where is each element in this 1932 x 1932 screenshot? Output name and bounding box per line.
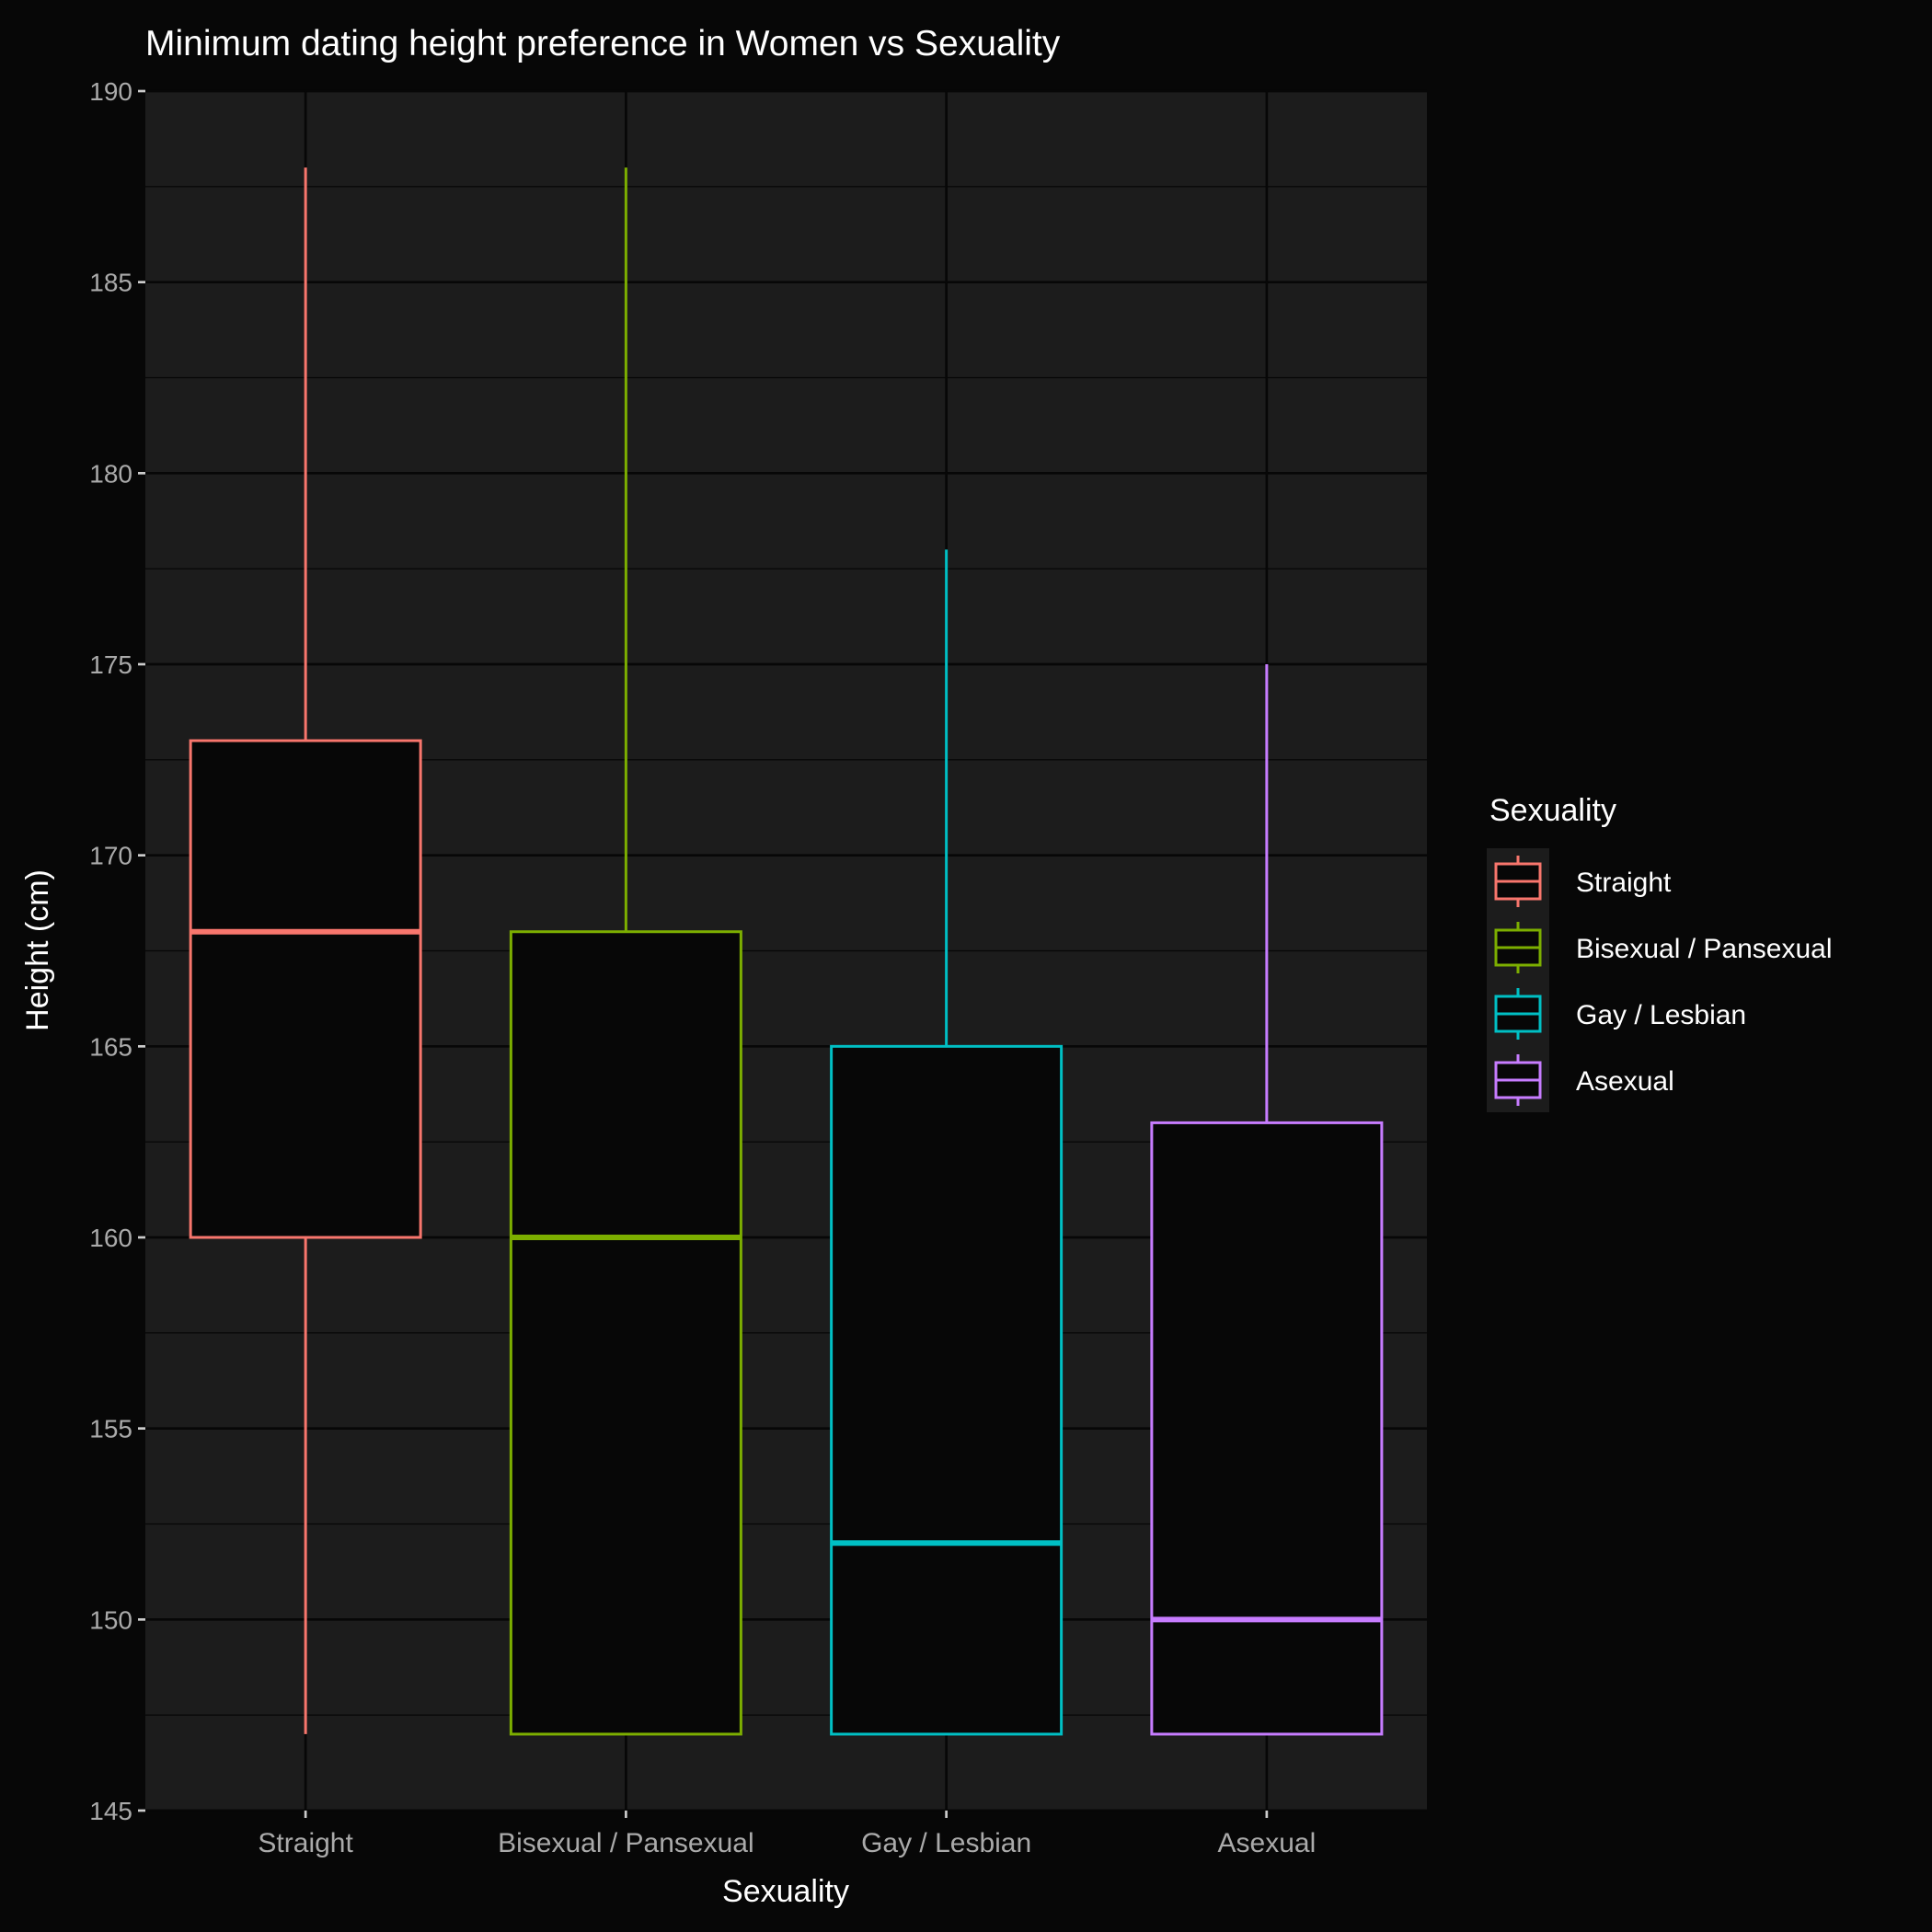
y-tick-label: 155 [89,1415,132,1443]
box-bisexual-pansexual [509,167,742,1736]
legend-key [1494,922,1542,973]
y-axis-label: Height (cm) [20,869,55,1031]
x-tick-label: Gay / Lesbian [861,1828,1031,1858]
legend: Sexuality Straight Bisexual / Pansexual Ga… [1487,793,1833,1112]
y-tick-label: 160 [89,1224,132,1252]
box-iqr [509,930,742,1736]
x-axis-label: Sexuality [722,1874,849,1909]
box-straight [189,167,422,1734]
box-iqr [830,1044,1064,1736]
y-tick-label: 170 [89,842,132,870]
y-tick-label: 150 [89,1605,132,1634]
legend-title: Sexuality [1489,793,1616,828]
y-tick-label: 180 [89,459,132,488]
box-gay-lesbian [830,549,1064,1736]
box-asexual [1150,664,1384,1736]
chart-title: Minimum dating height preference in Wome… [145,24,1061,63]
box-iqr [1150,1121,1384,1736]
box-iqr [189,739,422,1239]
legend-label: Gay / Lesbian [1576,1000,1746,1030]
y-tick-label: 190 [89,77,132,106]
y-tick-label: 145 [89,1797,132,1825]
y-tick-label: 185 [89,269,132,297]
x-tick-label: Straight [258,1828,353,1858]
legend-label: Asexual [1576,1066,1674,1097]
legend-label: Bisexual / Pansexual [1576,934,1833,964]
legend-key [1494,856,1542,907]
x-tick-label: Bisexual / Pansexual [498,1828,754,1858]
legend-key [1494,1054,1542,1106]
y-tick-label: 165 [89,1032,132,1061]
legend-label: Straight [1576,868,1672,898]
y-tick-label: 175 [89,650,132,679]
x-tick-label: Asexual [1218,1828,1317,1858]
legend-key [1494,988,1542,1040]
